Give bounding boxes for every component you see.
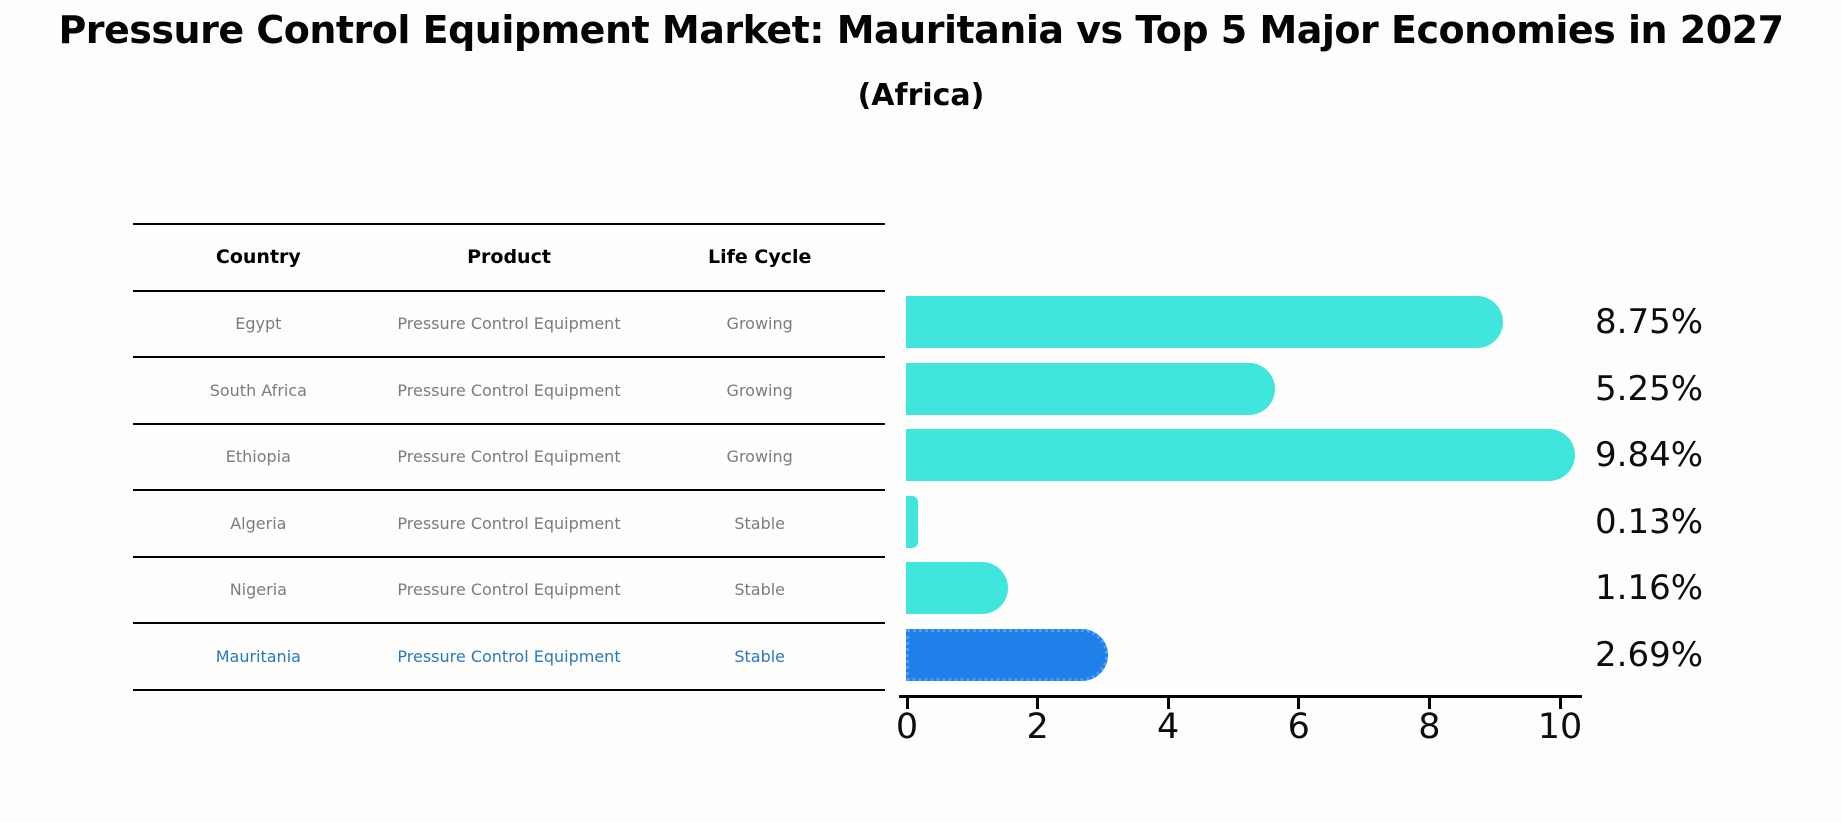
cell-life-cycle: Growing	[726, 314, 793, 334]
cell-product: Pressure Control Equipment	[397, 646, 621, 666]
x-axis-tick	[1036, 695, 1040, 709]
cell-life-cycle: Growing	[726, 380, 793, 400]
cell-country: Ethiopia	[225, 447, 291, 467]
bar-value-label: 1.16%	[1595, 568, 1704, 609]
table-row: Nigeria Pressure Control Equipment Stabl…	[133, 558, 885, 624]
cell-life-cycle: Growing	[726, 447, 793, 467]
cell-product: Pressure Control Equipment	[397, 314, 621, 334]
chart-bar-mauritania	[906, 628, 1108, 681]
table-row: Mauritania Pressure Control Equipment St…	[133, 624, 885, 691]
cell-country: Algeria	[230, 513, 287, 533]
cell-life-cycle: Stable	[734, 513, 786, 533]
x-axis-tick	[905, 695, 909, 709]
chart-bar-nigeria	[906, 562, 1008, 615]
cell-product: Pressure Control Equipment	[397, 580, 621, 600]
x-axis-tick-label: 8	[1418, 707, 1441, 747]
chart-bar-ethiopia	[906, 429, 1575, 482]
cell-country: South Africa	[209, 380, 307, 400]
chart-title: Pressure Control Equipment Market: Mauri…	[58, 8, 1784, 52]
table-row: South Africa Pressure Control Equipment …	[133, 358, 885, 425]
x-axis-tick-label: 10	[1537, 707, 1583, 747]
country-table: Country Product Life Cycle Egypt Pressur…	[133, 223, 885, 691]
column-header-product: Product	[467, 246, 551, 269]
table-header-row: Country Product Life Cycle	[133, 225, 885, 292]
cell-country: Egypt	[235, 314, 282, 334]
table-row: Ethiopia Pressure Control Equipment Grow…	[133, 425, 885, 491]
bar-value-label: 0.13%	[1595, 501, 1704, 542]
x-axis-tick-label: 4	[1157, 707, 1180, 747]
chart-bar-south-africa	[906, 362, 1275, 415]
x-axis-tick	[1558, 695, 1562, 709]
x-axis-tick	[1297, 695, 1301, 709]
bar-value-label: 2.69%	[1595, 634, 1704, 675]
column-header-life-cycle: Life Cycle	[707, 246, 812, 269]
chart-bar-algeria	[906, 495, 919, 548]
cell-product: Pressure Control Equipment	[397, 447, 621, 467]
cell-life-cycle: Stable	[734, 646, 786, 666]
x-axis-line	[899, 695, 1582, 698]
bar-value-label: 8.75%	[1595, 302, 1704, 343]
chart-subtitle: (Africa)	[857, 78, 985, 113]
chart-bar-egypt	[906, 296, 1504, 349]
x-axis-tick	[1427, 695, 1431, 709]
bar-value-label: 5.25%	[1595, 368, 1704, 409]
cell-product: Pressure Control Equipment	[397, 380, 621, 400]
cell-country: Nigeria	[229, 580, 287, 600]
bar-value-label: 9.84%	[1595, 435, 1704, 476]
x-axis-tick-label: 0	[895, 707, 919, 747]
x-axis-tick	[1166, 695, 1170, 709]
cell-life-cycle: Stable	[734, 580, 786, 600]
cell-product: Pressure Control Equipment	[397, 513, 621, 533]
x-axis-tick-label: 2	[1026, 707, 1049, 747]
cell-country: Mauritania	[215, 646, 301, 666]
column-header-country: Country	[215, 246, 301, 269]
table-row: Egypt Pressure Control Equipment Growing	[133, 292, 885, 358]
table-body: Egypt Pressure Control Equipment Growing…	[133, 292, 885, 691]
table-row: Algeria Pressure Control Equipment Stabl…	[133, 491, 885, 558]
x-axis-tick-label: 6	[1287, 707, 1310, 747]
